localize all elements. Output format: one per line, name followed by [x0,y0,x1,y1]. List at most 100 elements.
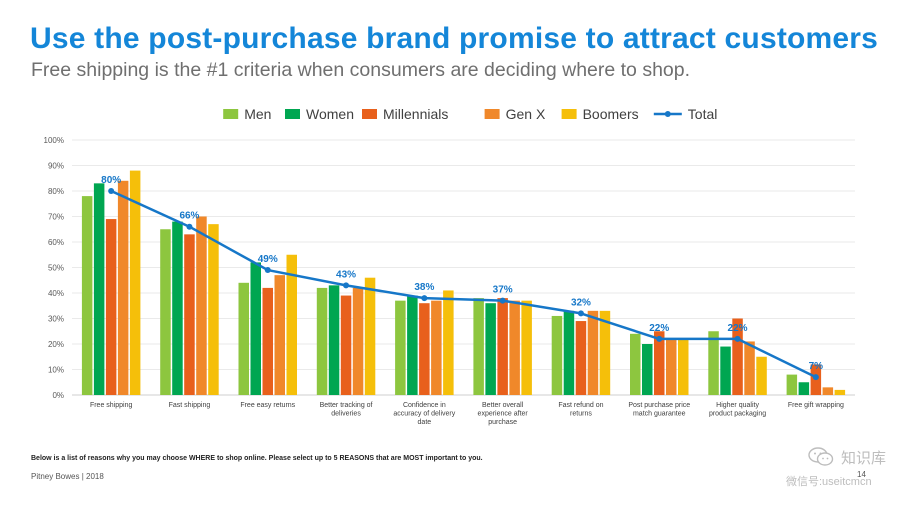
legend: Men Women Millennials Gen X Boomers Total [223,106,717,122]
bar-men [630,333,641,395]
legend-swatch [285,109,300,119]
bar-women [798,382,810,395]
bar-women [250,262,261,395]
y-tick-label: 0% [52,391,64,400]
bar-millennials [575,321,587,395]
bar-boomers [208,224,219,395]
bar-women [485,303,496,395]
watermark-id: 微信号:useitcmcn [786,476,872,488]
total-data-label: 22% [728,323,748,334]
total-data-label: 38% [414,282,434,293]
wechat-icon [808,447,834,466]
bar-men [81,196,93,395]
x-category-label: Free gift wrapping [788,402,844,409]
legend-swatch [484,109,500,119]
total-point [108,188,115,194]
grouped-bar-chart: 0% 10% 20% 30% 40% 50% 60% 70% 80% 90% 100% Free s… [44,106,855,426]
bar-millennials [654,331,665,395]
bar-men [708,331,719,395]
legend-swatch [362,109,377,119]
bar-men [316,287,328,395]
bar-gen-x [666,338,677,395]
bar-men [160,229,171,395]
x-category-label: Free easy returns [240,402,295,409]
bar-gen-x [509,300,520,395]
bar-gen-x [587,310,599,395]
bar-gen-x [744,341,755,395]
watermark-brand: 知识库 [841,450,887,467]
bar-gen-x [117,180,129,395]
total-data-label: 43% [336,269,356,280]
bar-boomers [443,290,454,395]
bar-men [551,315,563,395]
bar-boomers [521,300,532,395]
legend-label: Millennials [383,106,448,122]
total-data-label: 32% [571,297,591,308]
bar-millennials [184,234,195,395]
y-tick-label: 40% [48,289,64,298]
bar-boomers [756,356,767,395]
bar-millennials [419,303,430,395]
bar-boomers [286,254,297,395]
bar-boomers [129,170,141,395]
y-tick-label: 30% [48,315,64,324]
total-point [264,267,271,274]
survey-question: Below is a list of reasons why you may c… [31,455,483,462]
legend-swatch [561,109,577,119]
total-point [812,374,819,381]
bar-gen-x [274,275,285,395]
total-point [734,335,741,342]
bar-boomers [834,389,846,395]
legend-swatch [223,109,239,119]
y-tick-label: 10% [48,366,64,375]
bar-women [93,183,105,395]
legend-label: Total [688,106,718,122]
total-data-label: 49% [258,254,278,265]
total-point [499,297,506,304]
x-category-label: Better overall experience after purchase [478,402,529,426]
total-data-label: 22% [649,323,669,334]
bar-boomers [364,277,376,395]
slide-title: Use the post-purchase brand promise to a… [30,22,879,55]
bar-gen-x [352,287,364,395]
y-tick-label: 20% [48,340,64,349]
total-data-label: 80% [101,175,121,186]
y-tick-label: 70% [48,213,64,222]
bar-men [395,300,406,395]
watermark: 知识库 微信号:useitcmcn [786,447,898,497]
total-data-label: 66% [179,211,199,222]
bar-boomers [678,338,689,395]
x-category-label: Confidence in accuracy of delivery date [393,402,455,426]
x-category-label: Fast shipping [169,402,211,409]
bar-millennials [262,287,273,395]
x-category-label: Free shipping [90,402,133,409]
x-category-label: Higher quality product packaging [709,402,766,418]
total-line: 80% 66% 49% 43% 38% 37% 32% 22% 22% 7% [101,175,823,381]
total-point [577,310,584,317]
legend-label: Men [244,106,271,122]
legend-label: Women [306,106,354,122]
bar-millennials [105,219,117,395]
total-line-path [110,189,817,379]
bar-women [407,295,418,395]
bar-men [238,282,249,395]
y-tick-label: 80% [48,187,64,196]
bar-men [786,374,798,395]
y-tick-label: 100% [44,136,64,145]
legend-line-marker [664,111,671,117]
footer-source: Pitney Bowes | 2018 [31,472,104,481]
page-number: 14 [857,470,866,479]
bar-women [642,344,653,395]
bar-millennials [732,318,743,395]
slide-subtitle: Free shipping is the #1 criteria when co… [31,59,691,81]
bar-millennials [340,295,352,395]
y-tick-label: 50% [48,264,64,273]
bar-boomers [599,310,611,395]
x-category-label: Better tracking of deliveries [320,402,373,418]
bar-women [328,285,340,395]
bar-men [473,298,484,395]
x-axis: Free shipping Fast shipping Free easy retu… [90,402,844,426]
bars [81,170,846,395]
total-point [656,335,663,342]
total-data-label: 37% [493,285,513,296]
